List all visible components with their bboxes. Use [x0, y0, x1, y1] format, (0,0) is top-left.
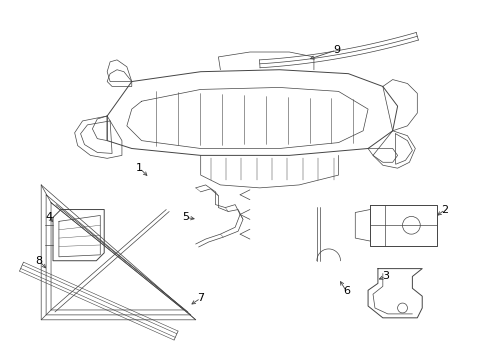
Text: 5: 5 — [182, 212, 190, 222]
Text: 9: 9 — [333, 45, 340, 55]
Text: 7: 7 — [197, 293, 204, 303]
Text: 2: 2 — [441, 204, 448, 215]
Text: 6: 6 — [343, 286, 350, 296]
Text: 3: 3 — [382, 271, 389, 282]
Text: 8: 8 — [36, 256, 43, 266]
Text: 1: 1 — [136, 163, 143, 173]
Text: 4: 4 — [46, 212, 52, 222]
